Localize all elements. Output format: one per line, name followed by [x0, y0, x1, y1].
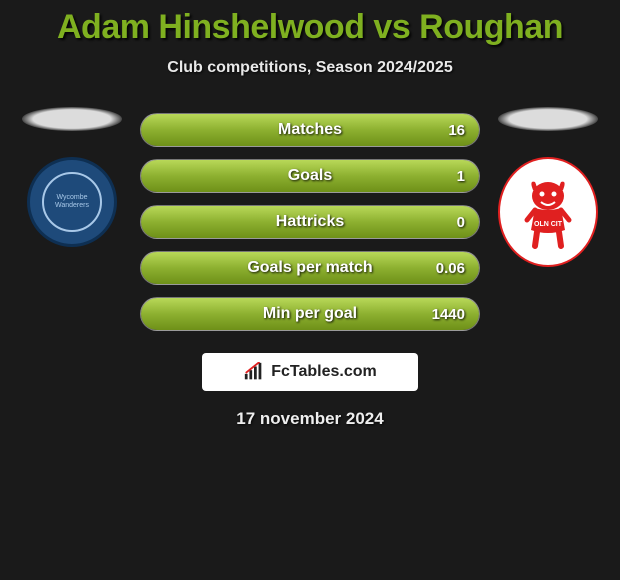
stat-row: Hattricks 0	[140, 205, 480, 239]
stat-row: Goals per match 0.06	[140, 251, 480, 285]
stat-label: Goals per match	[247, 259, 372, 277]
stats-column: Matches 16 Goals 1 Hattricks 0 Goals per match…	[140, 113, 480, 331]
brand-badge: FcTables.com	[202, 353, 418, 391]
stat-label: Goals	[288, 167, 332, 185]
stat-row: Matches 16	[140, 113, 480, 147]
stat-value-right: 1440	[432, 306, 465, 323]
brand-text: FcTables.com	[271, 363, 377, 381]
crest-left-label: Wycombe Wanderers	[42, 172, 102, 232]
stat-row: Min per goal 1440	[140, 297, 480, 331]
team-crest-right: OLN CIT	[498, 157, 598, 267]
subtitle: Club competitions, Season 2024/2025	[0, 59, 620, 77]
stat-value-right: 0.06	[436, 260, 465, 277]
comparison-card: Adam Hinshelwood vs Roughan Club competi…	[0, 0, 620, 429]
imp-icon: OLN CIT	[513, 172, 583, 252]
chart-icon	[243, 362, 265, 382]
comparison-row: Wycombe Wanderers Matches 16 Goals 1 Hattric…	[0, 107, 620, 331]
stat-label: Hattricks	[276, 213, 344, 231]
stat-label: Matches	[278, 121, 342, 139]
date-line: 17 november 2024	[0, 409, 620, 429]
player-shadow-right	[498, 107, 598, 131]
left-player-col: Wycombe Wanderers	[22, 107, 122, 247]
team-crest-left: Wycombe Wanderers	[27, 157, 117, 247]
page-title: Adam Hinshelwood vs Roughan	[0, 8, 620, 47]
player-shadow-left	[22, 107, 122, 131]
stat-row: Goals 1	[140, 159, 480, 193]
stat-label: Min per goal	[263, 305, 357, 323]
svg-text:OLN CIT: OLN CIT	[534, 221, 563, 228]
stat-value-right: 1	[457, 168, 465, 185]
stat-value-right: 0	[457, 214, 465, 231]
right-player-col: OLN CIT	[498, 107, 598, 267]
stat-value-right: 16	[448, 122, 465, 139]
